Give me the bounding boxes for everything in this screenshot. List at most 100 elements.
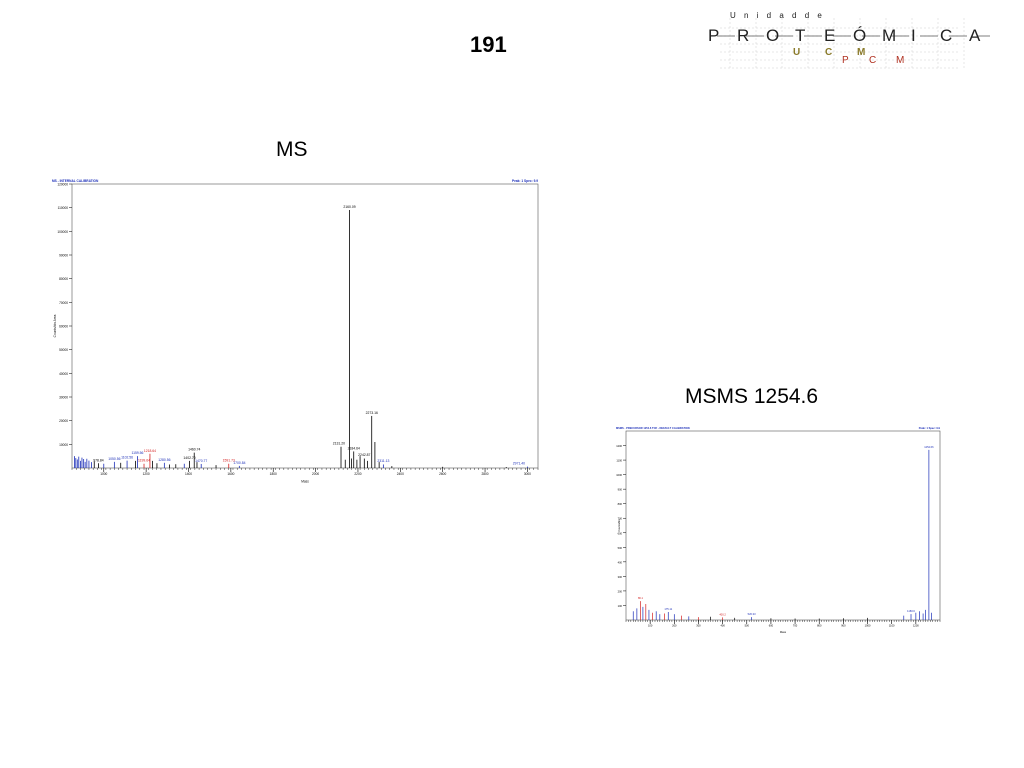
peak-label: 1183.6: [907, 609, 915, 613]
y-tick-label: 70000: [59, 301, 68, 305]
x-axis-label: Mass: [780, 630, 787, 634]
chart-header-right: Peak: 1 Spec: 9.9: [512, 179, 538, 183]
peak-label: 2242.87: [358, 453, 370, 457]
x-tick-label: 1000: [865, 624, 871, 628]
y-tick-label: 800: [618, 502, 623, 506]
msms-spectrum-svg: MSMS - PRECURSOR 1254.6 TOF - DEFAULT CA…: [616, 426, 941, 634]
y-tick-label: 300: [618, 575, 623, 579]
peak-label: 1050.56: [108, 457, 120, 461]
x-tick-label: 1200: [913, 624, 919, 628]
x-tick-label: 1100: [889, 624, 895, 628]
peak-label: 1159.56: [131, 451, 143, 455]
x-tick-label: 2400: [397, 472, 404, 476]
plot-frame: [71, 183, 539, 469]
x-tick-label: 600: [769, 624, 774, 628]
logo-letter: I: [911, 26, 916, 45]
x-tick-label: 1600: [227, 472, 234, 476]
x-tick-label: 2000: [312, 472, 319, 476]
x-tick-label: 900: [841, 624, 846, 628]
x-tick-label: 200: [672, 624, 677, 628]
y-tick-label: 1000: [616, 473, 622, 477]
page-number: 191: [470, 32, 507, 57]
x-tick-label: 1400: [185, 472, 192, 476]
y-axis-label: Counts/bin: [617, 519, 621, 532]
logo-letter: A: [969, 26, 981, 45]
y-tick-label: 700: [618, 517, 623, 521]
ms-spectrum-chart: MS - INTERNAL CALIBRATION Peak: 1 Spec: 9…: [50, 177, 540, 485]
logo-letter: O: [766, 26, 779, 45]
peak-label: 400.2: [719, 612, 726, 616]
logo-pcm-letter: C: [869, 55, 876, 66]
logo-ucm-letter: M: [857, 47, 865, 58]
y-axis-label: Counts/bin Area: [53, 314, 57, 337]
logo-letter: R: [737, 26, 749, 45]
msms-spectrum-chart: MSMS - PRECURSOR 1254.6 TOF - DEFAULT CA…: [614, 424, 944, 634]
peak-label: 175.11: [664, 607, 672, 611]
peak-label: 1700.84: [233, 461, 245, 465]
logo-pcm-letter: M: [896, 55, 904, 66]
peak-label: 1470.77: [195, 459, 207, 463]
x-axis-label: Mass: [301, 479, 309, 483]
y-tick-label: 200: [618, 589, 623, 593]
msms-chart-title: MSMS 1254.6: [685, 385, 819, 408]
peak-label: 1402.70: [183, 456, 195, 460]
plot-frame: [625, 430, 941, 621]
peak-label: 2160.09: [343, 205, 355, 209]
y-tick-label: 110000: [58, 206, 69, 210]
logo-letter: M: [882, 26, 896, 45]
y-tick-label: 90000: [59, 254, 68, 258]
x-tick-label: 100: [648, 624, 653, 628]
y-tick-label: 30000: [59, 396, 68, 400]
logo-ucm-letter: C: [825, 47, 832, 58]
x-tick-label: 300: [696, 624, 701, 628]
peak-label: 1218.64: [144, 449, 156, 453]
x-tick-label: 2600: [439, 472, 446, 476]
peak-label: 2273.16: [366, 411, 378, 415]
peak-label: 2131.20: [333, 442, 345, 446]
y-tick-label: 400: [618, 560, 623, 564]
logo-pcm-letter: P: [842, 55, 849, 66]
peak-label: 1591.73: [223, 459, 235, 463]
y-tick-label: 500: [618, 546, 623, 550]
y-tick-label: 80000: [59, 277, 68, 281]
y-tick-label: 120000: [57, 183, 68, 187]
peak-label: 1199.64: [138, 459, 150, 463]
x-tick-label: 700: [793, 624, 798, 628]
chart-header-left: MS - INTERNAL CALIBRATION: [52, 179, 99, 183]
logo-subtitle: U n i d a d d e: [730, 11, 825, 20]
y-tick-label: 10000: [59, 443, 68, 447]
peak-label: 520.33: [748, 612, 756, 616]
logo-letter: T: [795, 26, 805, 45]
peak-label: 2971.40: [513, 462, 525, 466]
y-tick-label: 900: [618, 488, 623, 492]
y-tick-label: 600: [618, 531, 623, 535]
peak-label: 1254.66: [924, 445, 934, 449]
logo-letter: Ó: [853, 26, 866, 45]
x-tick-label: 2200: [354, 472, 361, 476]
ms-chart-title: MS: [276, 138, 308, 161]
x-tick-label: 400: [720, 624, 725, 628]
chart-header-left: MSMS - PRECURSOR 1254.6 TOF - DEFAULT CA…: [616, 426, 690, 430]
logo-letter: P: [708, 26, 719, 45]
peak-label: 1280.56: [158, 458, 170, 462]
y-tick-label: 100: [618, 604, 623, 608]
peak-label: 86.1: [638, 596, 644, 600]
peak-label: 2184.64: [348, 446, 360, 450]
ms-spectrum-svg: MS - INTERNAL CALIBRATION Peak: 1 Spec: 9…: [52, 179, 539, 483]
logo-letter: E: [824, 26, 835, 45]
y-tick-label: 100000: [57, 230, 68, 234]
x-tick-label: 3000: [524, 472, 531, 476]
y-tick-label: 40000: [59, 372, 68, 376]
y-tick-label: 20000: [59, 419, 68, 423]
logo-ucm-letter: U: [793, 47, 800, 58]
peak-label: 978.84: [93, 458, 103, 462]
x-tick-label: 1000: [100, 472, 107, 476]
logo-letter: C: [940, 26, 952, 45]
y-tick-label: 50000: [59, 348, 68, 352]
x-tick-label: 1200: [143, 472, 150, 476]
x-tick-label: 1800: [270, 472, 277, 476]
chart-header-right: Peak: 1 Spec: 9.9: [919, 426, 941, 430]
proteomica-logo-graphic: U n i d a d d eP R O T E Ó M I C AU C MP C M: [708, 11, 990, 69]
x-tick-label: 800: [817, 624, 822, 628]
